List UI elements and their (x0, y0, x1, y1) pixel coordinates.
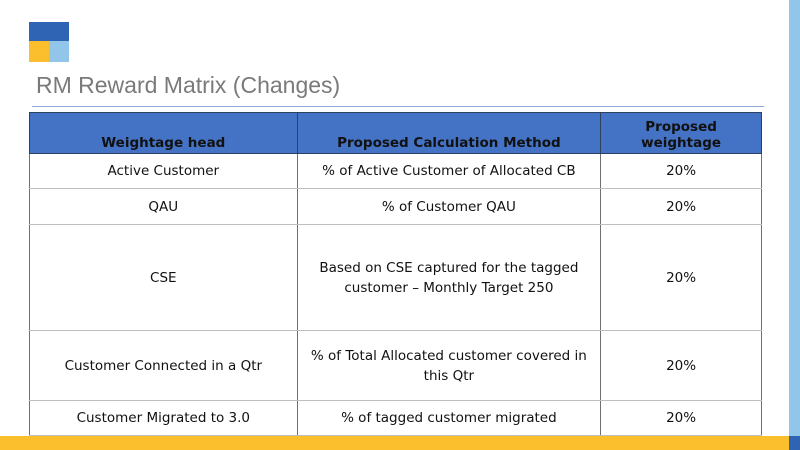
table-row: Customer Connected in a Qtr % of Total A… (29, 330, 762, 401)
table-row: QAU % of Customer QAU 20% (29, 188, 762, 225)
table-row: Customer Migrated to 3.0 % of tagged cus… (29, 400, 762, 437)
cell-weightage: 20% (600, 188, 762, 225)
reward-matrix-table: Weightage head Proposed Calculation Meth… (29, 112, 762, 437)
title-divider (32, 106, 764, 107)
header-calculation-method: Proposed Calculation Method (296, 112, 602, 154)
cell-head: Active Customer (29, 153, 298, 189)
cell-weightage: 20% (600, 400, 762, 437)
table-header-row: Weightage head Proposed Calculation Meth… (29, 112, 762, 154)
cell-head: Customer Migrated to 3.0 (29, 400, 298, 437)
cell-weightage: 20% (600, 224, 762, 331)
logo-block-blue (29, 22, 69, 41)
cell-method: % of Total Allocated customer covered in… (296, 330, 602, 401)
table-row: Active Customer % of Active Customer of … (29, 153, 762, 189)
logo (29, 22, 69, 62)
cell-head: Customer Connected in a Qtr (29, 330, 298, 401)
cell-weightage: 20% (600, 153, 762, 189)
cell-method: % of tagged customer migrated (296, 400, 602, 437)
cell-method: % of Customer QAU (296, 188, 602, 225)
header-weightage-head: Weightage head (29, 112, 298, 154)
cell-head: QAU (29, 188, 298, 225)
header-proposed-weightage: Proposed weightage (600, 112, 762, 154)
logo-block-yellow (29, 41, 49, 62)
cell-method: Based on CSE captured for the tagged cus… (296, 224, 602, 331)
slide-title: RM Reward Matrix (Changes) (36, 72, 341, 98)
cell-head: CSE (29, 224, 298, 331)
bottom-accent-bar (0, 436, 789, 450)
cell-weightage: 20% (600, 330, 762, 401)
right-accent-bar (789, 0, 800, 436)
table-row: CSE Based on CSE captured for the tagged… (29, 224, 762, 331)
cell-method: % of Active Customer of Allocated CB (296, 153, 602, 189)
corner-accent-block (789, 436, 800, 450)
logo-block-light-blue (49, 41, 69, 62)
